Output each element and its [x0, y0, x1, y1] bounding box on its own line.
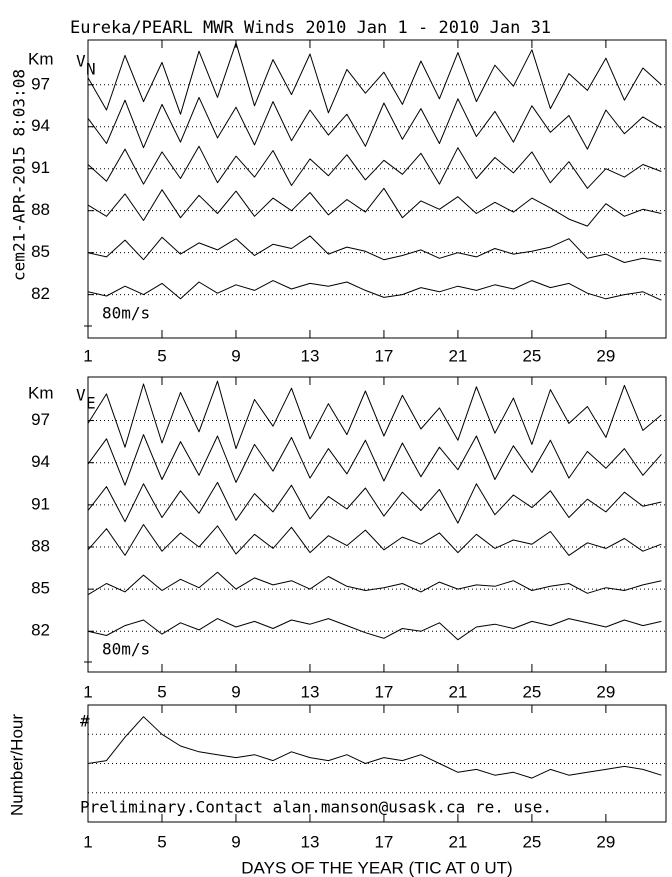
data-line	[87, 524, 662, 556]
x-tick-label: 25	[522, 682, 541, 701]
y-axis-label: Km	[28, 49, 54, 68]
annotation: Preliminary.Contact alan.manson@usask.ca…	[80, 798, 552, 817]
x-tick-label: 1	[83, 832, 92, 851]
plot-frame	[87, 376, 667, 673]
data-line	[87, 235, 662, 263]
x-tick-label: 25	[522, 832, 541, 851]
y-tick-label: 88	[31, 536, 50, 555]
panel-label: #	[80, 712, 90, 731]
data-line	[87, 187, 662, 227]
x-tick-label: 5	[157, 346, 166, 365]
panel-label-sub: E	[86, 394, 96, 413]
x-tick-label: 29	[596, 682, 615, 701]
x-tick-label: 21	[448, 682, 467, 701]
x-tick-label: 13	[300, 832, 319, 851]
x-tick-label: 5	[157, 832, 166, 851]
x-tick-label: 1	[83, 346, 92, 365]
y-tick-label: 85	[31, 579, 50, 598]
y-tick-label: 91	[31, 494, 50, 513]
y-tick-label: 91	[31, 158, 50, 177]
y-tick-label: 97	[31, 410, 50, 429]
data-line	[87, 380, 662, 450]
plot-frame	[87, 39, 667, 339]
data-line	[87, 145, 662, 189]
timestamp: cem21-APR-2015 8:03:08	[10, 69, 29, 281]
x-tick-label: 29	[596, 346, 615, 365]
y-tick-label: 94	[31, 116, 50, 135]
x-tick-label: 9	[231, 682, 240, 701]
data-line	[87, 571, 662, 596]
x-tick-label: 17	[374, 346, 393, 365]
data-line	[87, 96, 662, 150]
y-axis-label: Km	[28, 383, 54, 402]
data-line	[87, 481, 662, 524]
scale-label: 80m/s	[102, 304, 150, 323]
x-tick-label: 9	[231, 832, 240, 851]
x-tick-label: 17	[374, 682, 393, 701]
x-axis-label: DAYS OF THE YEAR (TIC AT 0 UT)	[241, 858, 512, 877]
data-line	[87, 716, 662, 779]
annotation-box	[76, 796, 664, 820]
y-tick-label: 85	[31, 242, 50, 261]
x-tick-label: 1	[83, 682, 92, 701]
x-tick-label: 13	[300, 682, 319, 701]
y-tick-label: 94	[31, 452, 50, 471]
x-tick-label: 9	[231, 346, 240, 365]
scale-label: 80m/s	[102, 640, 150, 659]
x-tick-label: 25	[522, 346, 541, 365]
panel-label: V	[76, 52, 86, 71]
x-tick-label: 29	[596, 832, 615, 851]
data-line	[87, 42, 662, 115]
data-line	[87, 434, 662, 486]
panel-label: V	[76, 386, 86, 405]
y-tick-label: 82	[31, 284, 50, 303]
y-tick-label: 82	[31, 621, 50, 640]
data-line	[87, 618, 662, 641]
x-tick-label: 17	[374, 832, 393, 851]
y-tick-label: 97	[31, 74, 50, 93]
x-tick-label: 13	[300, 346, 319, 365]
y-axis-label: Number/Hour	[7, 714, 26, 816]
x-tick-label: 21	[448, 346, 467, 365]
x-tick-label: 21	[448, 832, 467, 851]
chart-title: Eureka/PEARL MWR Winds 2010 Jan 1 - 2010…	[70, 18, 551, 38]
x-tick-label: 5	[157, 682, 166, 701]
y-tick-label: 88	[31, 200, 50, 219]
data-line	[87, 280, 662, 301]
panel-label-sub: N	[86, 60, 96, 79]
